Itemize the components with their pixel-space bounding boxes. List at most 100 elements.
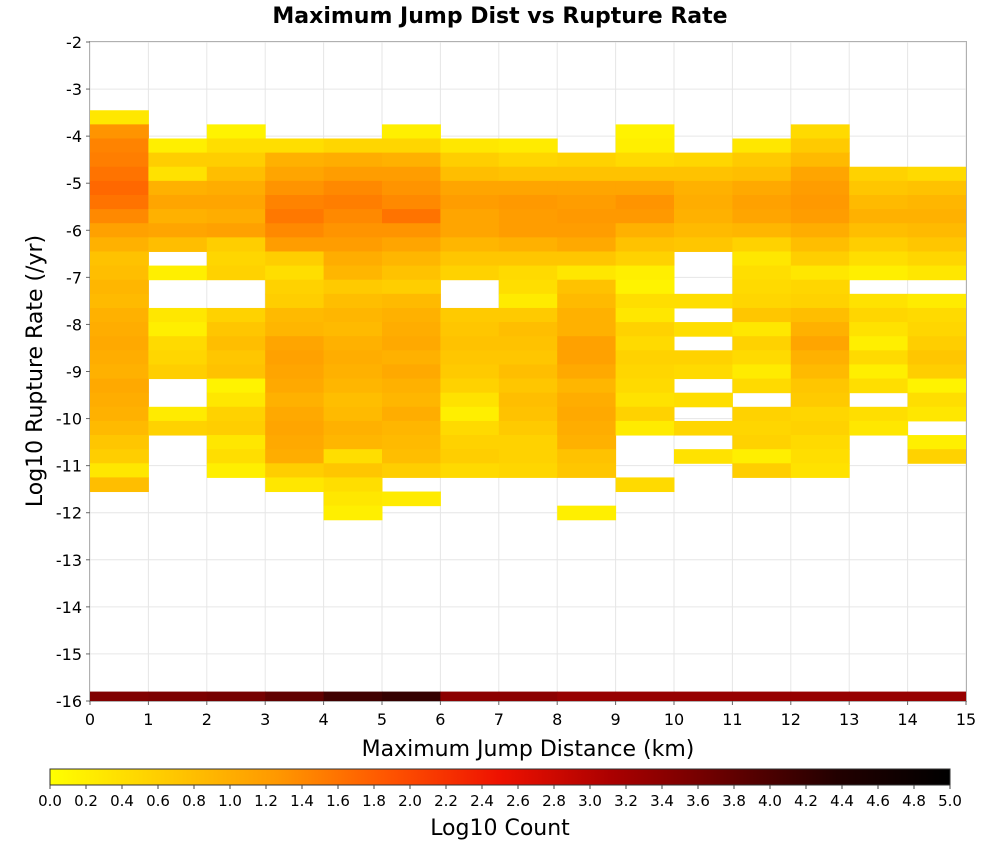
heatmap-cell — [557, 293, 617, 309]
y-tick-label: -3 — [66, 80, 82, 99]
heatmap-cell — [732, 194, 792, 210]
colorbar-tick-label: 1.6 — [326, 792, 350, 810]
heatmap-cell — [790, 251, 850, 267]
heatmap-cell — [557, 307, 617, 323]
heatmap-cell — [849, 293, 909, 309]
heatmap-cell — [382, 491, 441, 507]
heatmap-cell — [674, 293, 733, 309]
heatmap-cell — [206, 463, 266, 478]
heatmap-cell — [732, 251, 792, 267]
heatmap-cell — [849, 194, 909, 210]
heatmap-cell — [498, 138, 558, 154]
heatmap-cell — [615, 350, 675, 365]
heatmap-cell — [90, 138, 149, 154]
heatmap-cell — [674, 420, 733, 436]
heatmap-cell — [382, 378, 441, 394]
heatmap-cell — [323, 180, 383, 196]
heatmap-cell — [265, 265, 325, 281]
heatmap-cell — [790, 194, 850, 210]
heatmap-cell — [498, 336, 558, 351]
heatmap-cell — [265, 166, 325, 182]
y-tick-label: -16 — [56, 692, 82, 711]
bottom-strip-cell — [732, 691, 792, 701]
heatmap-cell — [90, 350, 149, 365]
heatmap-cell — [790, 392, 850, 408]
colorbar-tick-label: 4.6 — [866, 792, 890, 810]
heatmap-cell — [323, 491, 383, 507]
heatmap-cell — [557, 209, 617, 224]
bottom-strip-cell — [674, 691, 733, 701]
heatmap-cell — [615, 194, 675, 210]
heatmap-cell — [907, 364, 967, 380]
heatmap-cell — [557, 152, 617, 168]
heatmap-cell — [323, 237, 383, 252]
heatmap-cell — [498, 152, 558, 168]
heatmap-cell — [265, 194, 325, 210]
heatmap-cell — [615, 364, 675, 380]
heatmap-cell — [907, 322, 967, 337]
heatmap-cell — [557, 350, 617, 365]
heatmap-cell — [206, 166, 266, 182]
heatmap-cell — [732, 237, 792, 252]
heatmap-cell — [90, 449, 149, 464]
heatmap-cell — [790, 237, 850, 252]
heatmap-cell — [440, 364, 500, 380]
heatmap-cell — [674, 322, 733, 337]
heatmap-cell — [615, 293, 675, 309]
heatmap-cell — [323, 435, 383, 450]
heatmap-cell — [790, 124, 850, 139]
heatmap-cell — [382, 322, 441, 337]
colorbar-tick-label: 0.6 — [146, 792, 170, 810]
heatmap-cell — [323, 322, 383, 337]
heatmap-cell — [440, 350, 500, 365]
colorbar-tick-label: 4.0 — [758, 792, 782, 810]
x-tick-label: 2 — [202, 710, 212, 729]
heatmap-cell — [382, 392, 441, 408]
bottom-strip-cell — [790, 691, 850, 701]
x-tick-label: 14 — [897, 710, 917, 729]
heatmap-cell — [907, 449, 967, 464]
heatmap-cell — [732, 279, 792, 295]
heatmap-cell — [323, 463, 383, 478]
heatmap-cell — [907, 378, 967, 394]
heatmap-cell — [615, 477, 675, 493]
heatmap-cell — [907, 350, 967, 365]
heatmap-cell — [323, 279, 383, 295]
heatmap-cell — [674, 392, 733, 408]
y-tick-label: -15 — [56, 645, 82, 664]
bottom-strip-cell — [615, 691, 675, 701]
heatmap-cell — [440, 378, 500, 394]
heatmap-cell — [790, 378, 850, 394]
heatmap-cell — [907, 293, 967, 309]
heatmap-cell — [440, 223, 500, 238]
heatmap-cell — [265, 209, 325, 224]
heatmap-cell — [557, 505, 617, 521]
heatmap-cell — [907, 223, 967, 238]
heatmap-cell — [148, 209, 208, 224]
heatmap-cell — [265, 364, 325, 380]
heatmap-cell — [265, 406, 325, 422]
heatmap-cell — [790, 435, 850, 450]
heatmap-cells — [90, 110, 967, 701]
x-tick-label: 4 — [319, 710, 329, 729]
heatmap-cell — [265, 392, 325, 408]
heatmap-cell — [265, 307, 325, 323]
bottom-strip-cell — [265, 691, 325, 701]
heatmap-cell — [90, 435, 149, 450]
heatmap-cell — [615, 406, 675, 422]
heatmap-cell — [907, 237, 967, 252]
heatmap-cell — [498, 180, 558, 196]
heatmap-cell — [790, 420, 850, 436]
heatmap-cell — [265, 251, 325, 267]
heatmap-cell — [382, 124, 441, 139]
heatmap-cell — [557, 392, 617, 408]
heatmap-cell — [265, 223, 325, 238]
heatmap-cell — [90, 406, 149, 422]
heatmap-cell — [498, 378, 558, 394]
heatmap-cell — [498, 166, 558, 182]
heatmap-cell — [382, 166, 441, 182]
colorbar-tick-label: 2.0 — [398, 792, 422, 810]
colorbar-tick-label: 2.4 — [470, 792, 494, 810]
heatmap-cell — [732, 322, 792, 337]
heatmap-cell — [206, 350, 266, 365]
